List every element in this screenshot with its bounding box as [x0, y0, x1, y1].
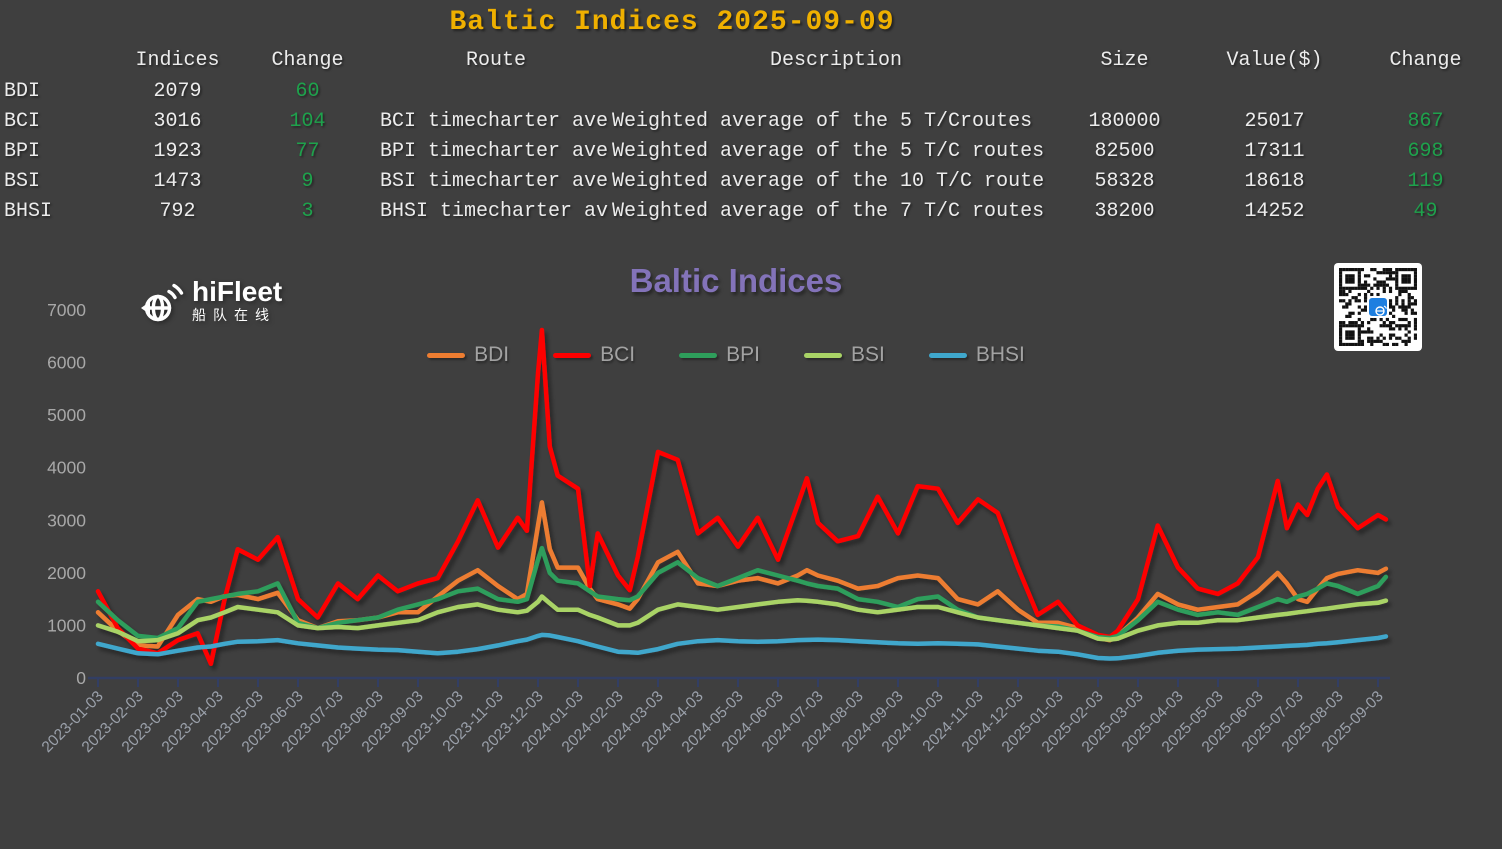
col-header-value-change: Change	[1389, 49, 1462, 72]
y-tick-label: 7000	[47, 300, 86, 320]
y-tick-label: 2000	[47, 563, 86, 583]
route-cell: BCI timecharter ave	[380, 110, 609, 133]
size-cell: 38200	[1094, 200, 1155, 223]
hifleet-icon	[141, 283, 184, 322]
value-cell: 25017	[1244, 110, 1305, 133]
hifleet-wordmark: hiFleet 船队在线	[192, 278, 282, 324]
table-row-bci: BCI 3016 104 BCI timecharter ave Weighte…	[0, 107, 1502, 137]
y-tick-label: 5000	[47, 405, 86, 425]
value-cell: 17311	[1244, 140, 1305, 163]
route-cell: BPI timecharter ave	[380, 140, 609, 163]
qr-center-logo	[1367, 296, 1389, 318]
col-header-value: Value($)	[1226, 49, 1323, 72]
index-value: 792	[159, 200, 196, 223]
value-change-cell: 119	[1407, 170, 1444, 193]
index-change: 104	[289, 110, 326, 133]
legend-label: BCI	[600, 343, 636, 366]
size-cell: 58328	[1094, 170, 1155, 193]
series-bci	[95, 327, 1389, 667]
size-cell: 82500	[1094, 140, 1155, 163]
index-change: 77	[295, 140, 320, 163]
value-change-cell: 867	[1407, 110, 1444, 133]
table-row-bhsi: BHSI 792 3 BHSI timecharter av Weighted …	[0, 197, 1502, 227]
chart-title: Baltic Indices	[629, 262, 843, 299]
series-bhsi	[95, 632, 1389, 661]
col-header-change: Change	[271, 49, 344, 72]
x-axis: 2023-01-032023-02-032023-03-032023-04-03…	[39, 676, 1390, 756]
legend-swatch-bci	[553, 352, 592, 358]
index-change: 9	[301, 170, 314, 193]
legend-item-bpi: BPI	[679, 343, 760, 367]
index-value: 1923	[153, 140, 202, 163]
legend-label: BPI	[726, 343, 760, 366]
chart-legend: BDI BCI BPI BSI BHSI	[96, 343, 1356, 367]
index-change: 3	[301, 200, 314, 223]
legend-swatch-bpi	[679, 352, 718, 358]
index-change: 60	[295, 80, 320, 103]
value-change-cell: 698	[1407, 140, 1444, 163]
col-header-route: Route	[465, 49, 526, 72]
index-value: 2079	[153, 80, 202, 103]
table-row-bsi: BSI 1473 9 BSI timecharter ave Weighted …	[0, 167, 1502, 197]
legend-label: BDI	[474, 343, 510, 366]
brand-name-cn: 船队在线	[192, 307, 276, 323]
value-cell: 14252	[1244, 200, 1305, 223]
series-bsi	[95, 594, 1389, 644]
description-cell: Weighted average of the 5 T/C routes	[612, 140, 1045, 163]
y-axis: 0 1000 2000 3000 4000 5000 6000 7000	[47, 300, 86, 688]
table-row-bpi: BPI 1923 77 BPI timecharter ave Weighted…	[0, 137, 1502, 167]
index-value: 3016	[153, 110, 202, 133]
legend-label: BSI	[851, 343, 885, 366]
description-cell: Weighted average of the 5 T/Croutes	[612, 110, 1033, 133]
series-bpi	[95, 545, 1389, 641]
qr-pattern	[1339, 268, 1417, 346]
row-label: BDI	[4, 80, 41, 103]
legend-item-bhsi: BHSI	[928, 343, 1025, 367]
legend-swatch-bhsi	[928, 352, 967, 358]
legend-item-bdi: BDI	[427, 343, 509, 367]
table-header-row: Indices Change Route Description Size Va…	[0, 46, 1502, 76]
route-cell: BSI timecharter ave	[380, 170, 609, 193]
index-value: 1473	[153, 170, 202, 193]
y-tick-label: 1000	[47, 615, 86, 635]
col-header-indices: Indices	[135, 49, 220, 72]
brand-name: hiFleet	[192, 276, 283, 307]
qr-code	[1334, 263, 1422, 351]
legend-item-bsi: BSI	[804, 343, 885, 367]
y-tick-label: 0	[76, 668, 86, 688]
value-change-cell: 49	[1413, 200, 1438, 223]
col-header-size: Size	[1100, 49, 1149, 72]
legend-swatch-bdi	[427, 352, 466, 358]
route-cell: BHSI timecharter av	[380, 200, 609, 223]
legend-item-bci: BCI	[553, 343, 635, 367]
y-tick-label: 6000	[47, 353, 86, 373]
description-cell: Weighted average of the 10 T/C route	[612, 170, 1045, 193]
row-label: BCI	[4, 110, 41, 133]
y-tick-label: 4000	[47, 458, 86, 478]
legend-swatch-bsi	[804, 352, 842, 358]
col-header-description: Description	[769, 49, 903, 72]
series-lines	[95, 327, 1389, 667]
table-row-bdi: BDI 2079 60	[0, 77, 1502, 107]
row-label: BPI	[4, 140, 41, 163]
legend-label: BHSI	[975, 343, 1025, 366]
page-title: Baltic Indices 2025-09-09	[449, 7, 895, 38]
description-cell: Weighted average of the 7 T/C routes	[612, 200, 1045, 223]
size-cell: 180000	[1088, 110, 1161, 133]
y-tick-label: 3000	[47, 510, 86, 530]
row-label: BHSI	[4, 200, 53, 223]
qr-logo-icon	[1375, 305, 1388, 316]
value-cell: 18618	[1244, 170, 1305, 193]
hifleet-logo: hiFleet 船队在线	[136, 278, 282, 330]
row-label: BSI	[4, 170, 41, 193]
